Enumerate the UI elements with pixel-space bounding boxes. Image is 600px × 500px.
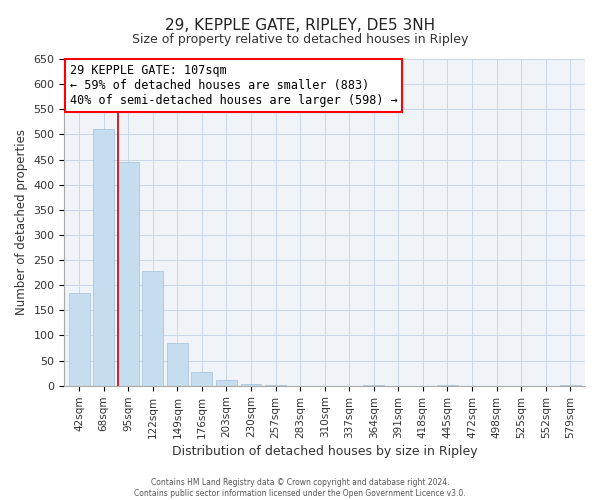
Text: 29 KEPPLE GATE: 107sqm
← 59% of detached houses are smaller (883)
40% of semi-de: 29 KEPPLE GATE: 107sqm ← 59% of detached… <box>70 64 397 107</box>
Bar <box>437 384 458 386</box>
Bar <box>93 130 114 386</box>
Text: Contains HM Land Registry data © Crown copyright and database right 2024.
Contai: Contains HM Land Registry data © Crown c… <box>134 478 466 498</box>
Text: Size of property relative to detached houses in Ripley: Size of property relative to detached ho… <box>132 32 468 46</box>
X-axis label: Distribution of detached houses by size in Ripley: Distribution of detached houses by size … <box>172 444 478 458</box>
Bar <box>364 384 384 386</box>
Bar <box>191 372 212 386</box>
Bar <box>241 384 262 386</box>
Y-axis label: Number of detached properties: Number of detached properties <box>15 130 28 316</box>
Bar <box>216 380 237 386</box>
Bar <box>560 384 581 386</box>
Bar <box>142 271 163 386</box>
Bar <box>265 384 286 386</box>
Bar <box>167 343 188 386</box>
Bar <box>118 162 139 386</box>
Bar <box>69 292 89 386</box>
Text: 29, KEPPLE GATE, RIPLEY, DE5 3NH: 29, KEPPLE GATE, RIPLEY, DE5 3NH <box>165 18 435 32</box>
